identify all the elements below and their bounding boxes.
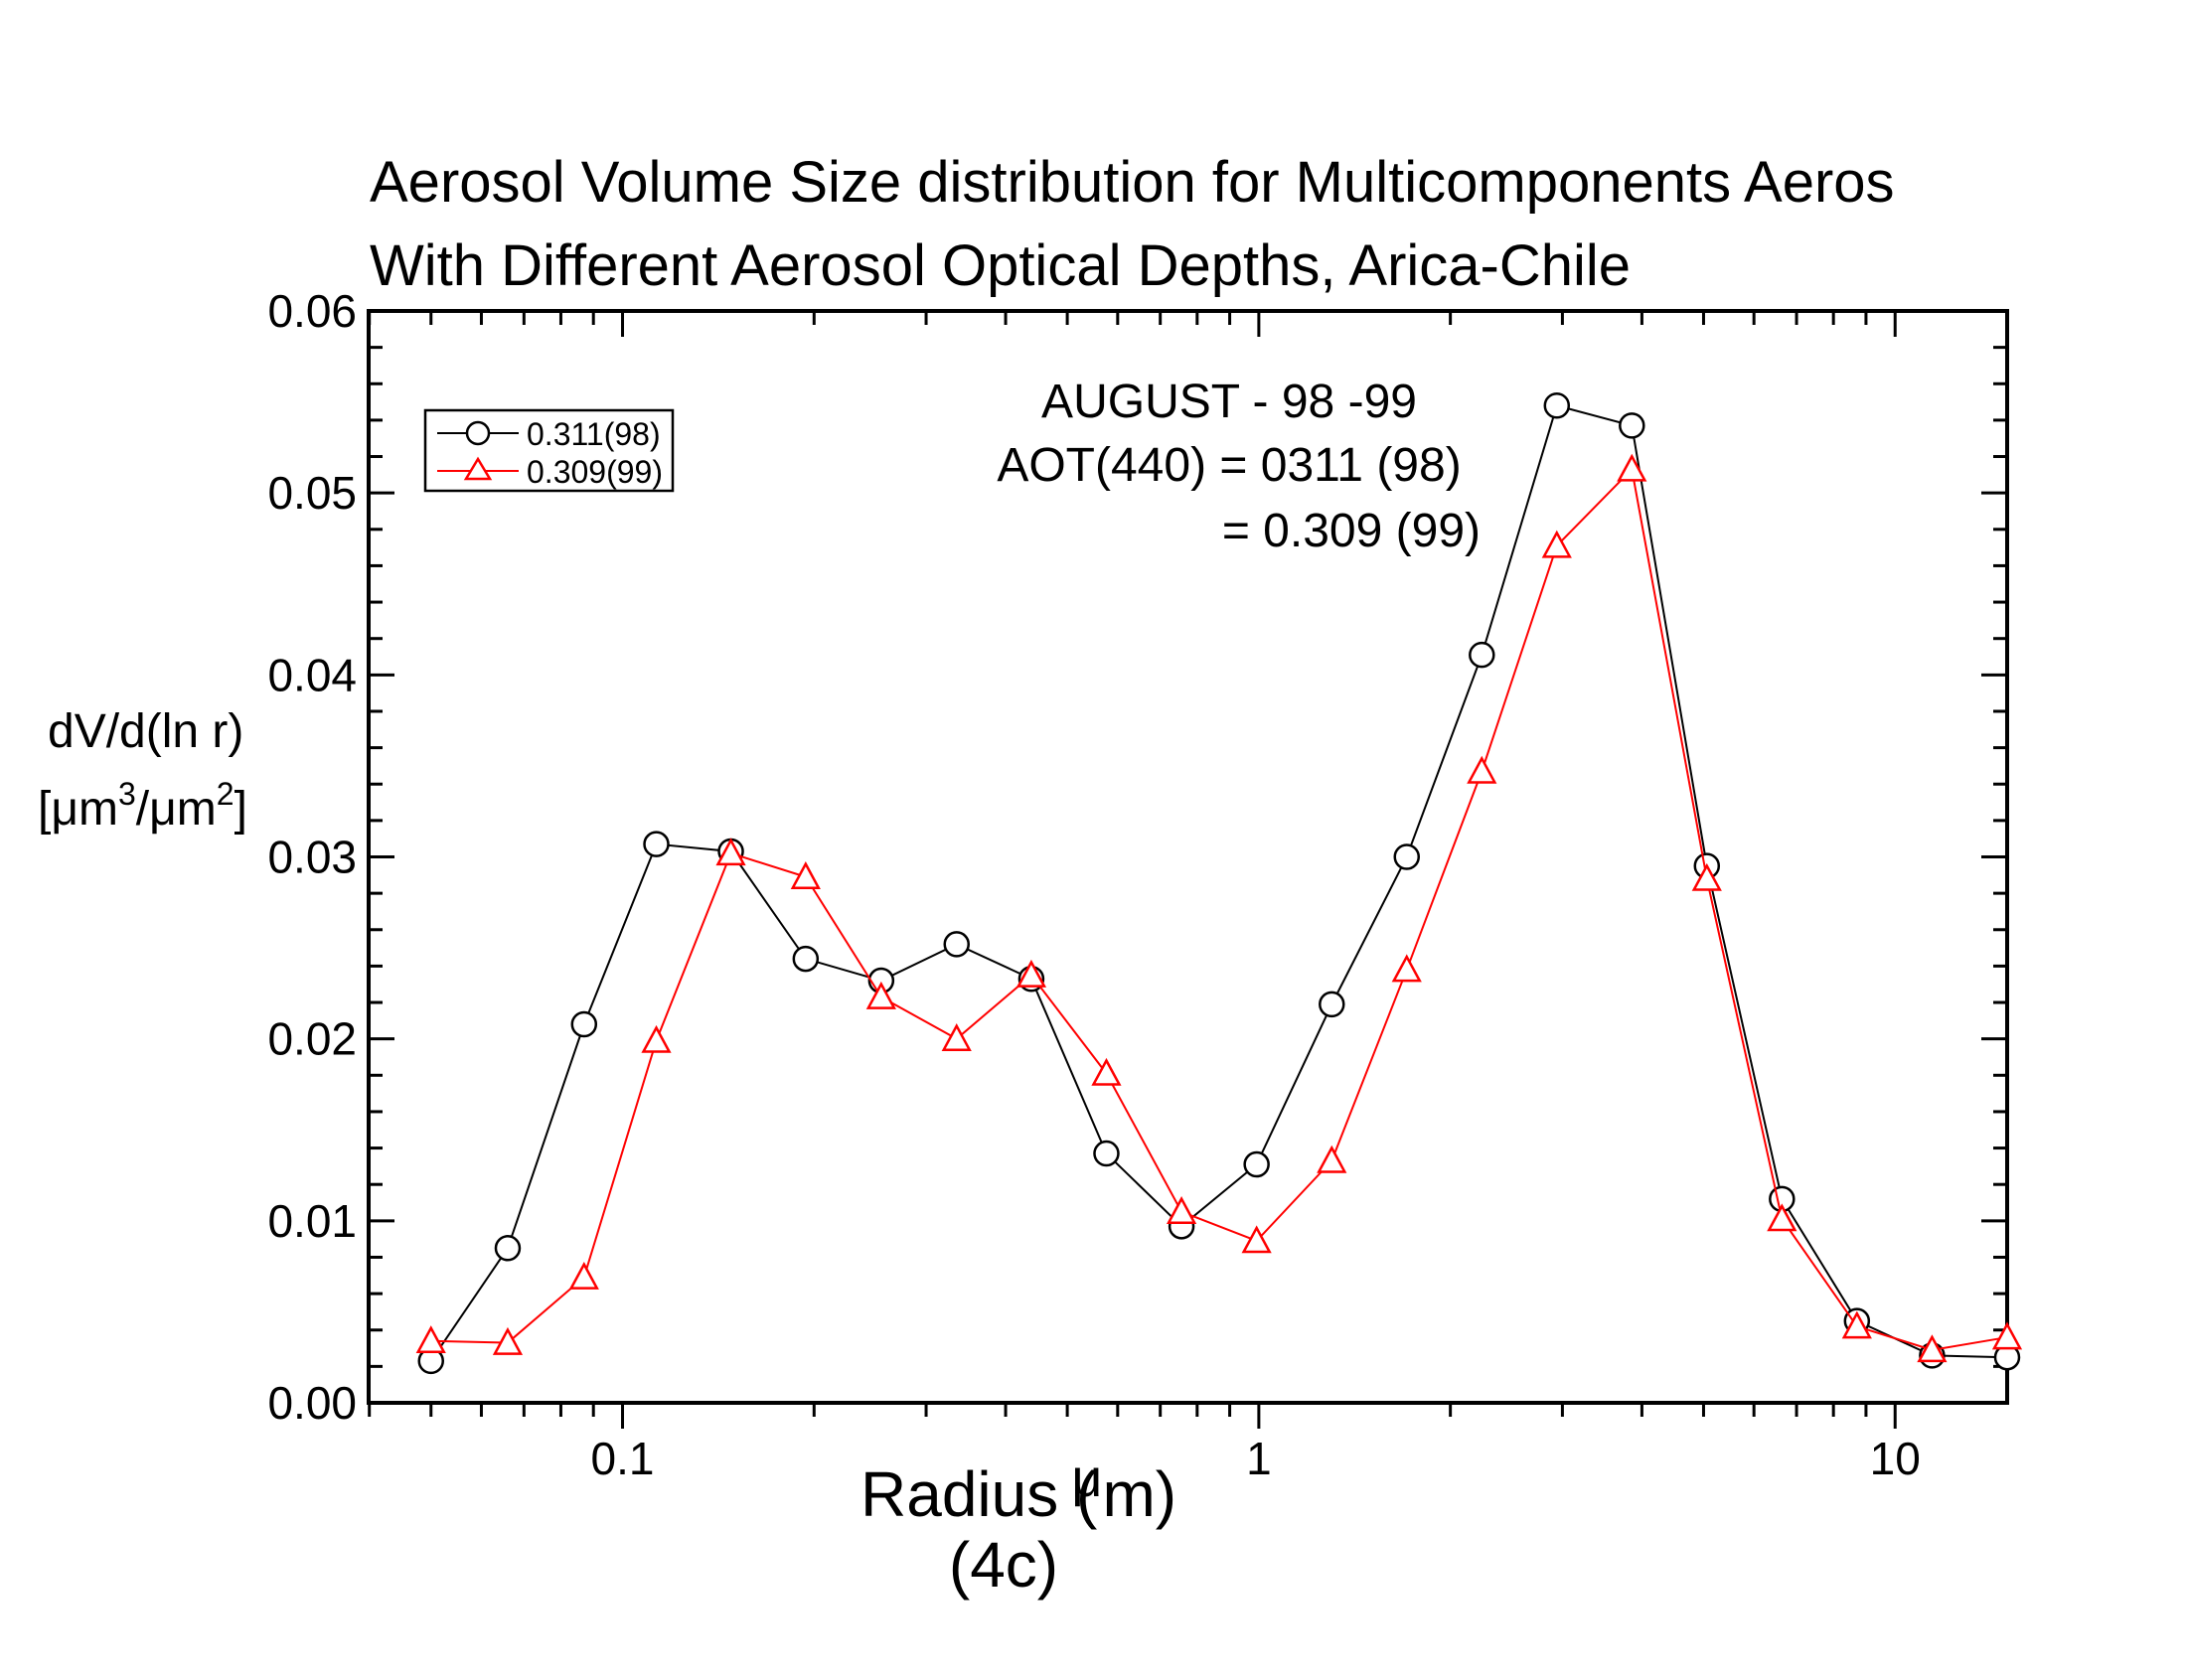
series-1-point-18 xyxy=(1767,1203,1797,1232)
y-unit-mu-2: μ xyxy=(149,783,177,836)
series-0-point-7 xyxy=(943,931,970,958)
y-unit-exp-2: 2 xyxy=(217,776,234,812)
y-tick-label: 0.03 xyxy=(267,832,357,883)
legend-marker-1 xyxy=(463,456,493,481)
series-1-point-21 xyxy=(1991,1321,2023,1350)
x-tick-label: 1 xyxy=(1246,1433,1272,1484)
series-line-1 xyxy=(430,467,2008,1351)
series-1-point-1 xyxy=(492,1326,524,1355)
annotation-line-3: = 0.309 (99) xyxy=(1222,505,1481,557)
series-0-point-13 xyxy=(1393,843,1421,870)
series-1-point-10 xyxy=(1166,1196,1197,1224)
legend: 0.311(98) 0.309(99) xyxy=(423,408,675,493)
series-1-point-3 xyxy=(641,1024,672,1053)
y-unit-exp-3: 3 xyxy=(118,776,136,812)
x-label-text: Radius ( xyxy=(860,1458,1097,1530)
series-1-point-4 xyxy=(715,838,746,866)
series-1-point-19 xyxy=(1841,1310,1872,1339)
series-0-point-14 xyxy=(1469,641,1495,669)
y-tick-label: 0.06 xyxy=(267,285,357,337)
series-1-point-2 xyxy=(568,1261,599,1290)
series-1-point-6 xyxy=(865,981,896,1009)
series-0-point-1 xyxy=(494,1235,522,1262)
x-label-mu: μ xyxy=(1071,1449,1102,1508)
series-layer xyxy=(415,391,2023,1375)
y-unit-m-2: m xyxy=(177,783,217,836)
series-1-point-20 xyxy=(1917,1334,1948,1363)
series-1-point-9 xyxy=(1091,1057,1122,1086)
series-1-point-5 xyxy=(790,861,821,889)
series-0-point-12 xyxy=(1319,991,1345,1018)
annotation-line-1: AUGUST - 98 -99 xyxy=(1041,376,1417,428)
figure-label: (4c) xyxy=(949,1529,1058,1601)
chart-subtitle: With Different Aerosol Optical Depths, A… xyxy=(370,233,1631,298)
y-unit-slash: / xyxy=(136,783,150,836)
legend-label-0: 0.311(98) xyxy=(527,416,661,452)
legend-label-1: 0.309(99) xyxy=(527,454,663,490)
series-1-point-13 xyxy=(1391,954,1422,983)
x-label-end: m) xyxy=(1102,1458,1176,1530)
chart-title: Aerosol Volume Size distribution for Mul… xyxy=(370,150,1895,215)
y-tick-label: 0.01 xyxy=(267,1195,357,1247)
x-axis: 0.1 1 10 xyxy=(368,311,1921,1484)
y-tick-label: 0.00 xyxy=(267,1377,357,1429)
y-axis: 0.00 0.01 0.02 0.03 0.04 0.05 0.06 xyxy=(267,285,2007,1429)
series-0-point-9 xyxy=(1093,1140,1120,1167)
series-1-point-12 xyxy=(1317,1145,1347,1173)
series-1-point-17 xyxy=(1691,862,1722,891)
x-axis-label: Radius (μm) xyxy=(860,1449,1176,1530)
series-0-point-11 xyxy=(1243,1150,1270,1178)
y-unit-open-bracket: [ xyxy=(38,783,51,836)
series-0-point-3 xyxy=(643,831,670,857)
y-axis-label: dV/d(ln r) xyxy=(48,705,243,758)
series-0-point-2 xyxy=(570,1010,598,1038)
y-tick-label: 0.02 xyxy=(267,1013,357,1065)
series-1-point-0 xyxy=(415,1325,446,1354)
y-tick-label: 0.05 xyxy=(267,467,357,519)
series-1-point-16 xyxy=(1617,453,1647,482)
x-tick-label: 10 xyxy=(1870,1433,1921,1484)
y-unit-mu-1: μ xyxy=(51,783,78,836)
legend-item-0: 0.311(98) xyxy=(437,416,661,452)
series-0-point-15 xyxy=(1543,391,1571,419)
series-1-point-15 xyxy=(1541,530,1572,558)
y-axis-unit: [μm3/μm2] xyxy=(38,776,247,836)
series-1-point-8 xyxy=(1015,959,1047,988)
y-tick-label: 0.04 xyxy=(267,649,357,700)
y-unit-close-bracket: ] xyxy=(234,783,247,836)
legend-marker-0 xyxy=(465,420,491,446)
series-line-0 xyxy=(429,404,2008,1362)
y-unit-m-1: m xyxy=(78,783,118,836)
series-1-point-14 xyxy=(1467,755,1497,784)
series-1-point-11 xyxy=(1241,1225,1272,1254)
legend-item-1: 0.309(99) xyxy=(437,454,663,490)
series-1-point-7 xyxy=(941,1023,972,1051)
series-0-point-16 xyxy=(1619,412,1645,439)
series-0-point-5 xyxy=(792,945,820,973)
annotation-line-2: AOT(440) = 0311 (98) xyxy=(997,439,1461,492)
x-tick-label: 0.1 xyxy=(591,1433,655,1484)
